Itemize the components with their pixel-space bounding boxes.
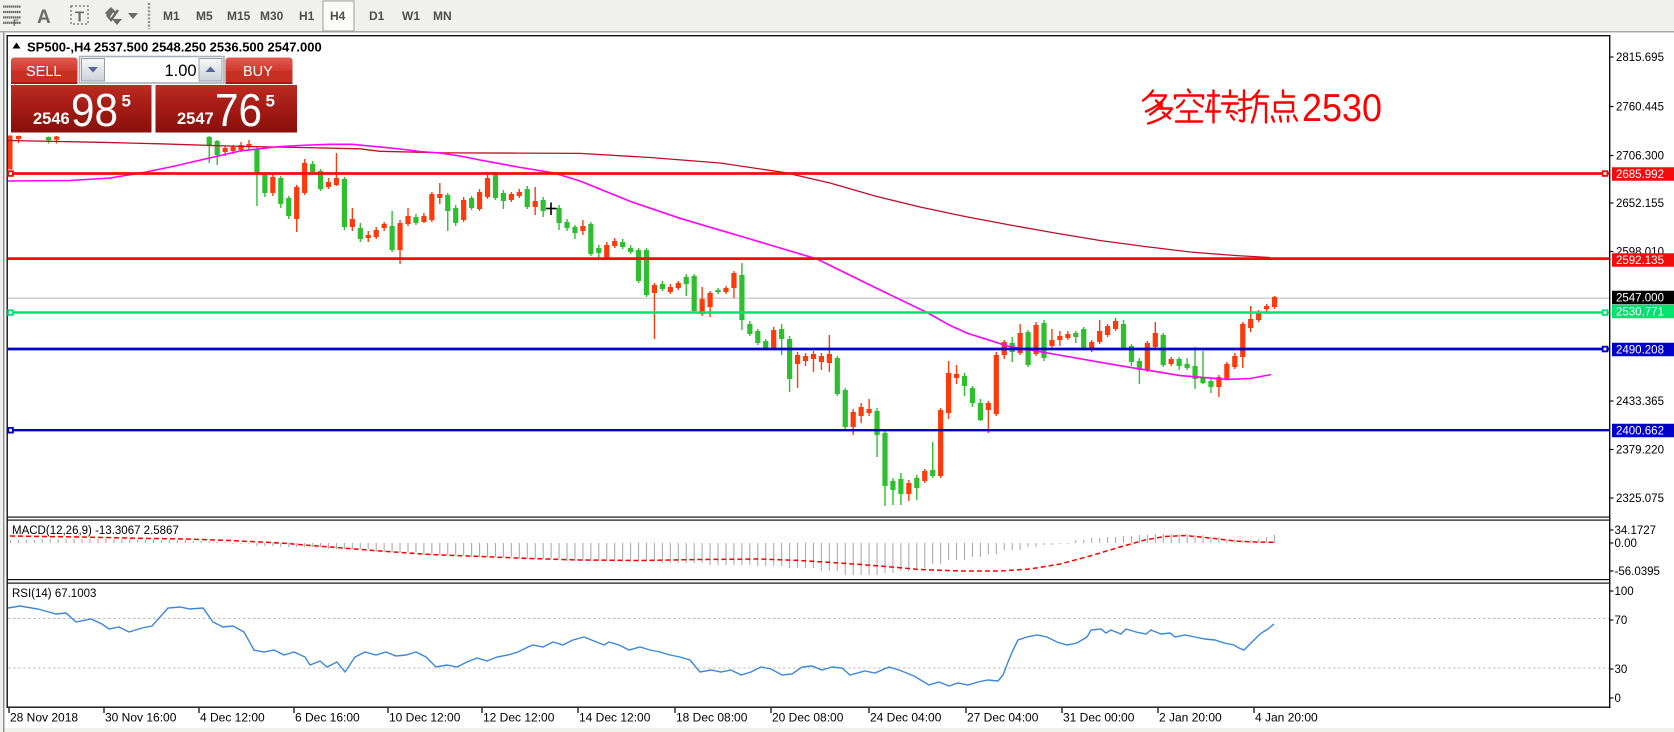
svg-text:MACD(12,26,9) -13.3067 2.5867: MACD(12,26,9) -13.3067 2.5867 [12,525,179,537]
svg-text:14 Dec 12:00: 14 Dec 12:00 [579,711,651,725]
svg-text:2530: 2530 [1302,87,1382,130]
svg-text:2760.445: 2760.445 [1616,102,1664,114]
svg-text:2 Jan 20:00: 2 Jan 20:00 [1159,711,1222,725]
svg-text:5: 5 [266,92,275,111]
svg-text:MN: MN [433,9,452,23]
svg-text:98: 98 [71,84,118,136]
svg-text:5: 5 [122,92,131,111]
svg-text:RSI(14) 67.1003: RSI(14) 67.1003 [12,588,96,600]
svg-text:BUY: BUY [243,64,273,80]
svg-text:2546: 2546 [33,110,70,128]
svg-text:12 Dec 12:00: 12 Dec 12:00 [483,711,555,725]
svg-text:2547: 2547 [177,110,214,128]
svg-text:2685.992: 2685.992 [1616,169,1664,181]
svg-text:2530.771: 2530.771 [1616,307,1664,319]
svg-text:6 Dec 16:00: 6 Dec 16:00 [295,711,360,725]
svg-text:M5: M5 [196,9,213,23]
svg-text:A: A [37,7,51,28]
svg-text:2433.365: 2433.365 [1616,396,1664,408]
svg-text:0.00: 0.00 [1615,538,1637,550]
svg-text:2547.000: 2547.000 [1616,293,1664,305]
svg-text:F: F [13,18,19,28]
svg-text:20 Dec 08:00: 20 Dec 08:00 [772,711,844,725]
svg-text:27 Dec 04:00: 27 Dec 04:00 [967,711,1039,725]
svg-text:2652.155: 2652.155 [1616,198,1664,210]
svg-text:28 Nov 2018: 28 Nov 2018 [10,711,78,725]
svg-text:4 Dec 12:00: 4 Dec 12:00 [200,711,265,725]
svg-text:10 Dec 12:00: 10 Dec 12:00 [389,711,461,725]
svg-text:2815.695: 2815.695 [1616,52,1664,64]
svg-text:30: 30 [1615,664,1628,676]
svg-text:D1: D1 [369,9,385,23]
svg-text:24 Dec 04:00: 24 Dec 04:00 [870,711,942,725]
svg-text:2537.500 2548.250 2536.500 254: 2537.500 2548.250 2536.500 2547.000 [94,40,322,55]
svg-text:W1: W1 [402,9,420,23]
svg-text:H1: H1 [299,9,315,23]
svg-text:2379.220: 2379.220 [1616,445,1664,457]
svg-text:M30: M30 [260,9,284,23]
svg-text:2325.075: 2325.075 [1616,493,1664,505]
svg-text:SP500-,H4: SP500-,H4 [27,40,91,55]
svg-text:100: 100 [1615,586,1634,598]
svg-text:0: 0 [1615,693,1621,705]
svg-text:30 Nov 16:00: 30 Nov 16:00 [105,711,177,725]
svg-text:2592.135: 2592.135 [1616,255,1664,267]
svg-text:34.1727: 34.1727 [1615,525,1657,537]
svg-text:T: T [75,9,84,26]
svg-text:M1: M1 [163,9,180,23]
svg-text:2490.208: 2490.208 [1616,345,1664,357]
svg-text:4 Jan 20:00: 4 Jan 20:00 [1255,711,1318,725]
svg-text:-56.0395: -56.0395 [1615,566,1660,578]
svg-text:2706.300: 2706.300 [1616,151,1664,163]
svg-text:1.00: 1.00 [165,62,197,80]
svg-text:18 Dec 08:00: 18 Dec 08:00 [676,711,748,725]
svg-text:31 Dec 00:00: 31 Dec 00:00 [1063,711,1135,725]
svg-text:2400.662: 2400.662 [1616,426,1664,438]
svg-text:H4: H4 [330,9,346,23]
svg-text:SELL: SELL [26,64,61,80]
svg-text:M15: M15 [227,9,251,23]
svg-text:70: 70 [1615,615,1628,627]
svg-text:76: 76 [215,84,262,136]
